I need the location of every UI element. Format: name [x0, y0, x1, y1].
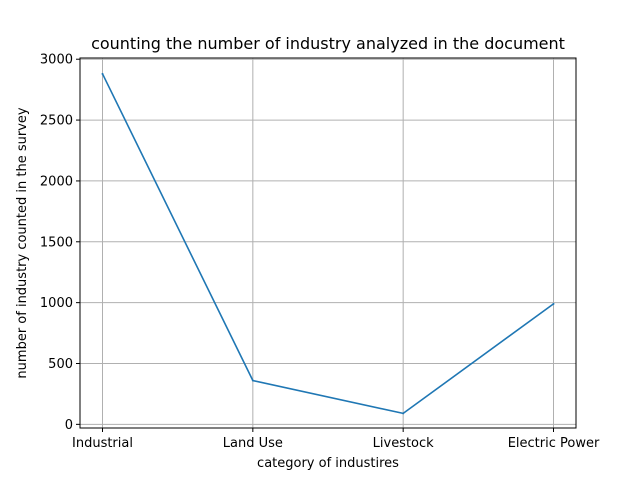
x-tick-label: Electric Power [508, 436, 600, 451]
x-axis-label: category of industires [257, 456, 399, 471]
series-layer [101, 72, 555, 415]
y-tick-label: 1500 [40, 235, 73, 250]
y-tick-label: 0 [65, 418, 73, 433]
y-tick-label: 500 [48, 357, 73, 372]
x-tick-label: Livestock [373, 436, 435, 451]
plot-frame [79, 57, 577, 429]
x-tick-label: Industrial [72, 436, 133, 451]
y-tick-label: 1000 [40, 296, 73, 311]
x-tick-label: Land Use [223, 436, 283, 451]
y-tick-label: 3000 [40, 53, 73, 68]
chart-title: counting the number of industry analyzed… [91, 34, 565, 53]
data-point [552, 302, 555, 305]
data-point [101, 72, 104, 75]
data-point [251, 379, 254, 382]
y-axis-label: number of industry counted in the survey [15, 107, 30, 378]
x-axis-ticks: Industrial Land Use Livestock Electric Powe… [72, 428, 600, 451]
data-point [402, 412, 405, 415]
y-tick-label: 2000 [40, 174, 73, 189]
y-axis-ticks: 0 500 1000 1500 2000 2500 3000 [40, 53, 80, 433]
grid [80, 58, 576, 428]
series-line [101, 73, 554, 415]
y-tick-label: 2500 [40, 114, 73, 129]
